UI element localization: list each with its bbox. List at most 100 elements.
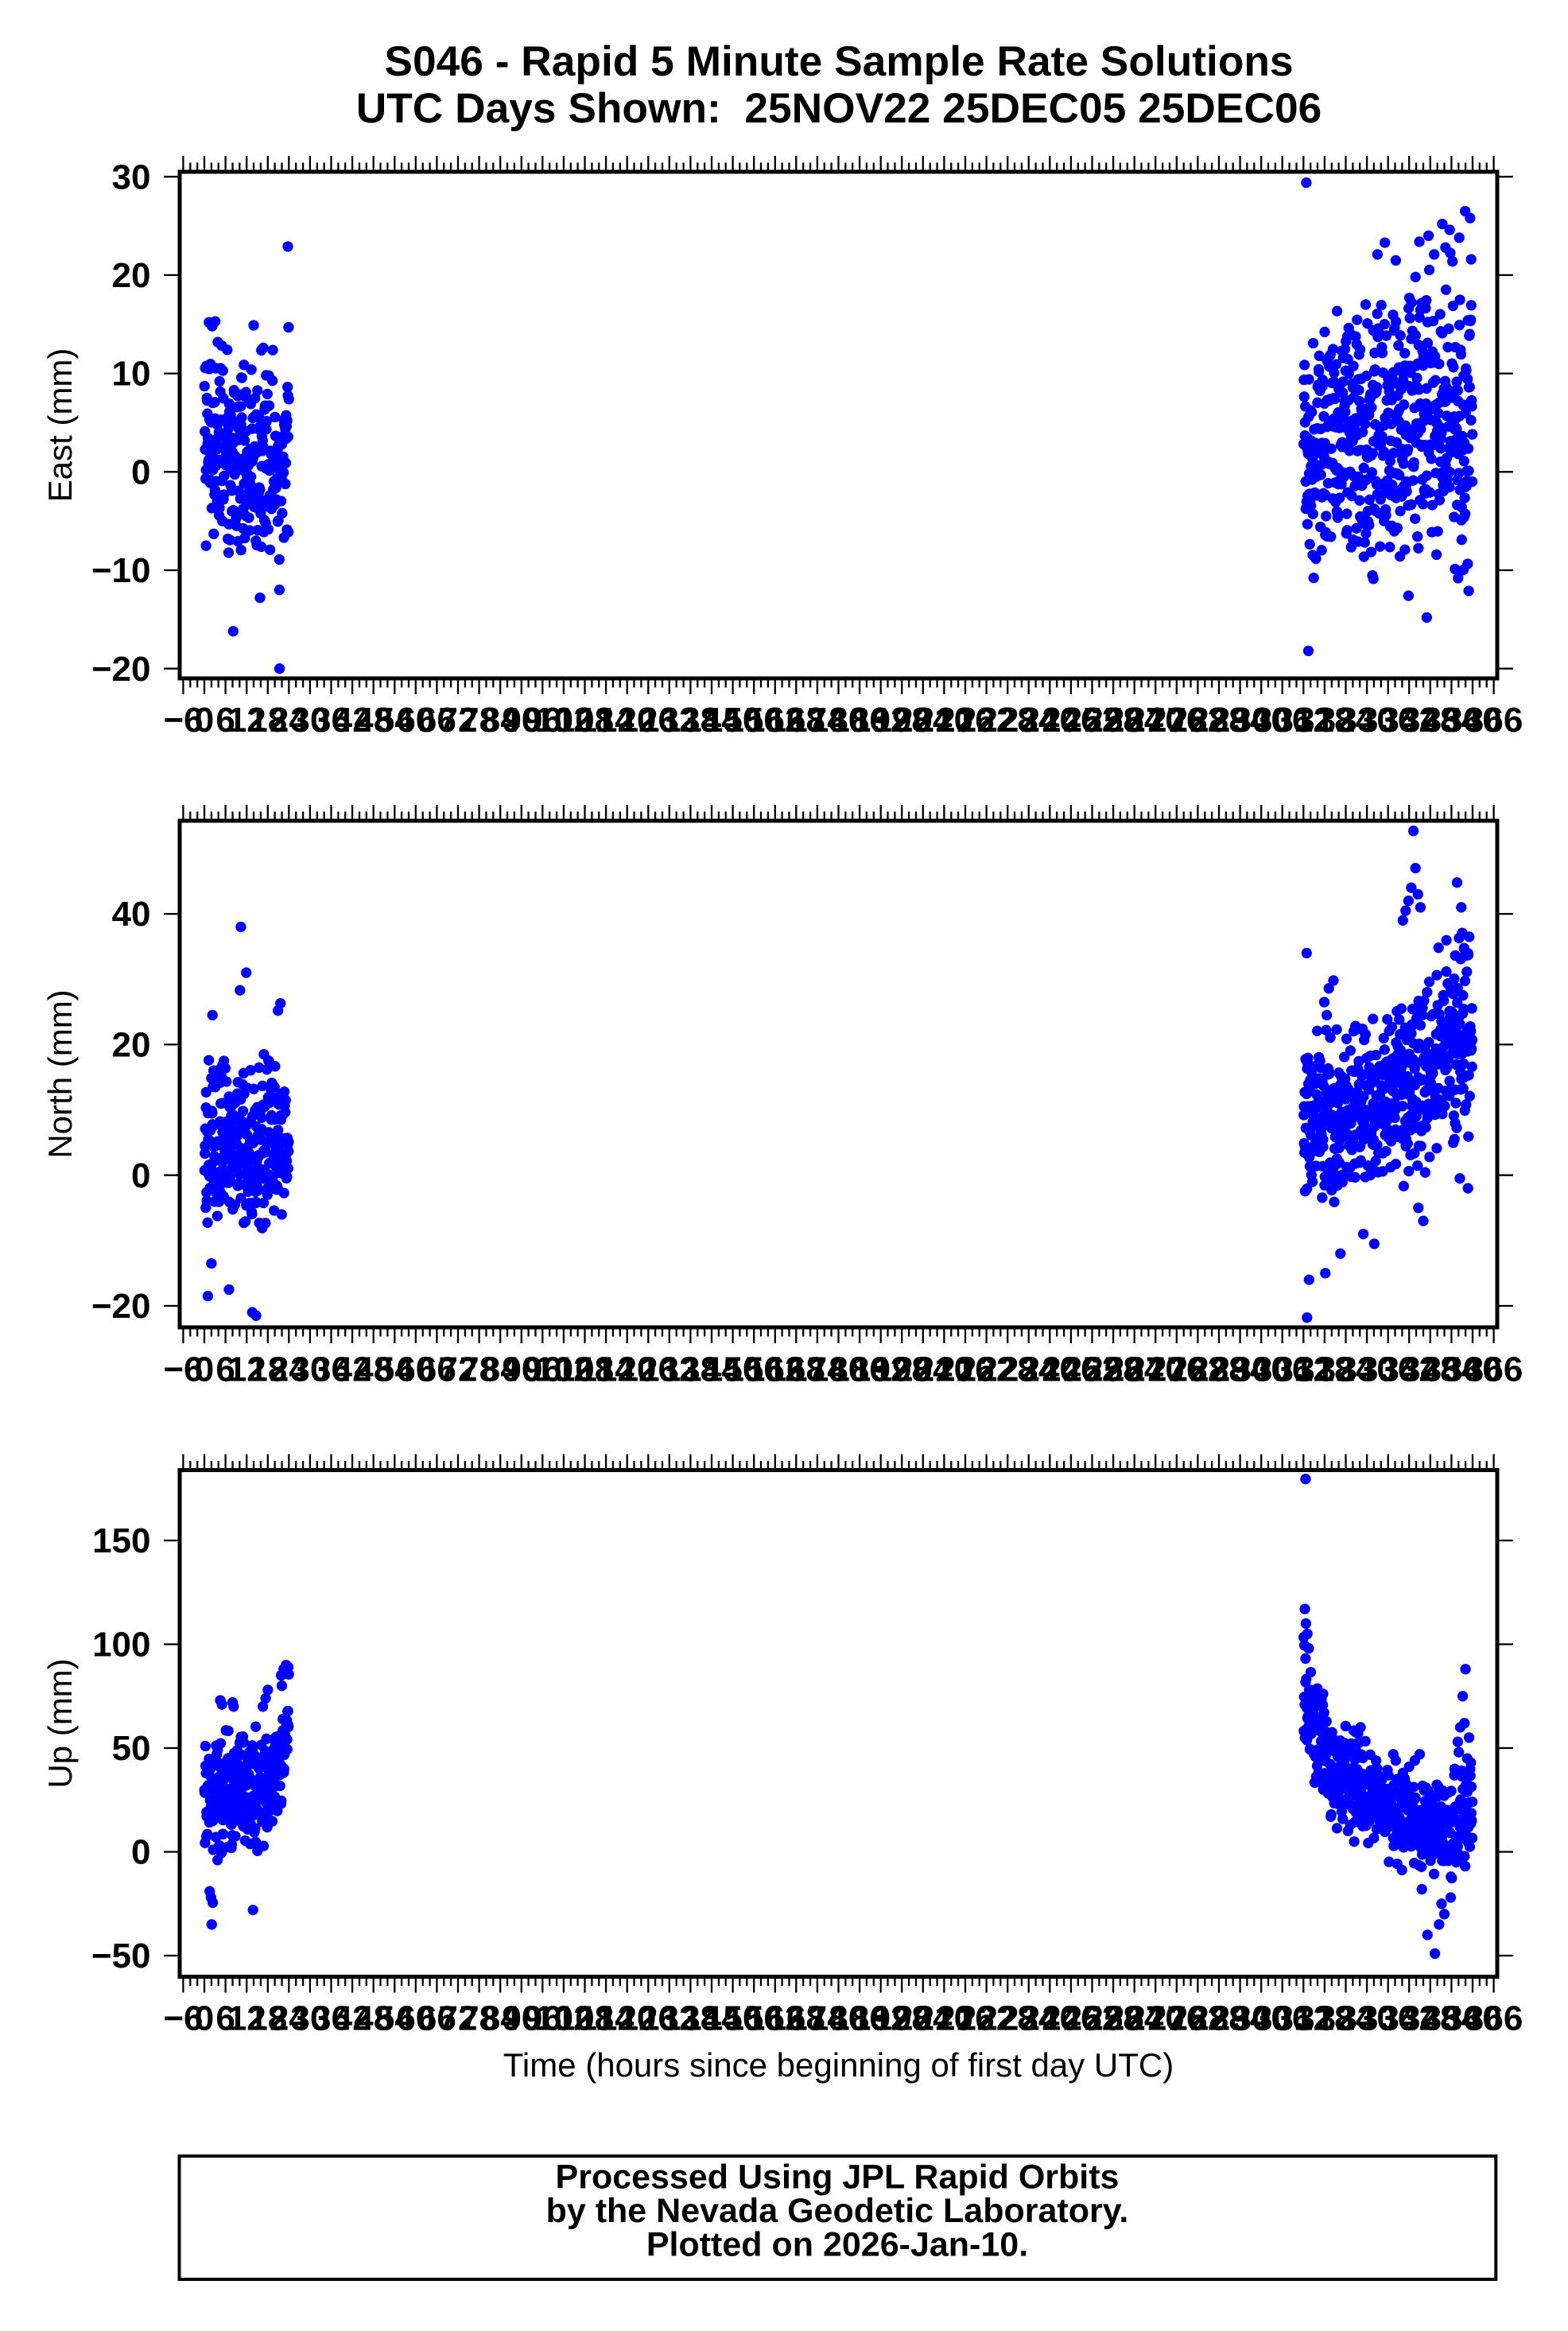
svg-text:108: 108 — [556, 1999, 614, 2038]
svg-text:138: 138 — [662, 1999, 720, 2038]
svg-text:270: 270 — [1126, 701, 1184, 740]
svg-text:24: 24 — [270, 1350, 309, 1389]
svg-text:102: 102 — [534, 701, 592, 740]
svg-text:204: 204 — [894, 1999, 953, 2038]
svg-text:144: 144 — [682, 1350, 741, 1389]
svg-text:324: 324 — [1317, 1350, 1376, 1389]
svg-text:222: 222 — [957, 1350, 1015, 1389]
svg-text:288: 288 — [1190, 1999, 1248, 2038]
svg-text:54: 54 — [375, 701, 414, 740]
svg-text:54: 54 — [375, 1350, 414, 1389]
svg-text:144: 144 — [682, 1999, 741, 2038]
svg-text:354: 354 — [1422, 701, 1481, 740]
svg-text:234: 234 — [999, 1350, 1058, 1389]
svg-text:150: 150 — [92, 1521, 150, 1560]
svg-text:306: 306 — [1253, 1999, 1311, 2038]
svg-text:162: 162 — [746, 1350, 804, 1389]
svg-text:42: 42 — [333, 1350, 372, 1389]
svg-text:312: 312 — [1275, 1350, 1333, 1389]
svg-text:204: 204 — [894, 1350, 953, 1389]
svg-text:240: 240 — [1021, 1350, 1079, 1389]
svg-text:18: 18 — [248, 1999, 287, 2038]
svg-text:216: 216 — [936, 701, 994, 740]
svg-text:294: 294 — [1211, 1350, 1270, 1389]
svg-text:312: 312 — [1275, 701, 1333, 740]
svg-text:36: 36 — [312, 1999, 351, 2038]
svg-text:264: 264 — [1105, 1999, 1164, 2038]
svg-text:342: 342 — [1380, 1350, 1438, 1389]
svg-text:276: 276 — [1147, 1999, 1205, 2038]
svg-text:336: 336 — [1359, 701, 1417, 740]
svg-text:36: 36 — [312, 701, 351, 740]
svg-text:198: 198 — [872, 1999, 930, 2038]
svg-text:0: 0 — [131, 1833, 150, 1872]
svg-text:174: 174 — [788, 701, 847, 740]
svg-text:150: 150 — [704, 1350, 762, 1389]
svg-text:150: 150 — [704, 701, 762, 740]
svg-text:210: 210 — [915, 1350, 973, 1389]
svg-text:60: 60 — [396, 1350, 435, 1389]
svg-text:264: 264 — [1105, 1350, 1164, 1389]
svg-text:312: 312 — [1275, 1999, 1333, 2038]
svg-text:366: 366 — [1465, 701, 1523, 740]
svg-text:6: 6 — [215, 1350, 235, 1389]
svg-text:0: 0 — [195, 1999, 214, 2038]
svg-text:−6: −6 — [163, 701, 203, 740]
svg-text:78: 78 — [460, 1350, 499, 1389]
svg-text:0: 0 — [195, 701, 214, 740]
svg-text:192: 192 — [852, 1999, 910, 2038]
svg-text:120: 120 — [598, 1350, 656, 1389]
svg-text:108: 108 — [556, 1350, 614, 1389]
svg-text:72: 72 — [439, 1350, 478, 1389]
svg-text:282: 282 — [1169, 1999, 1227, 2038]
svg-text:132: 132 — [640, 701, 698, 740]
svg-text:132: 132 — [640, 1350, 698, 1389]
svg-text:324: 324 — [1317, 701, 1376, 740]
svg-text:288: 288 — [1190, 1350, 1248, 1389]
svg-text:258: 258 — [1084, 1350, 1142, 1389]
svg-text:S046 - Rapid 5 Minute Sample R: S046 - Rapid 5 Minute Sample Rate Soluti… — [384, 38, 1293, 85]
svg-text:366: 366 — [1465, 1999, 1523, 2038]
svg-text:258: 258 — [1084, 701, 1142, 740]
svg-text:246: 246 — [1042, 701, 1100, 740]
svg-text:84: 84 — [481, 1350, 520, 1389]
svg-text:90: 90 — [502, 1999, 541, 2038]
svg-text:−6: −6 — [163, 1999, 203, 2038]
svg-text:156: 156 — [724, 701, 782, 740]
svg-text:108: 108 — [556, 701, 614, 740]
svg-text:198: 198 — [872, 1350, 930, 1389]
svg-text:6: 6 — [215, 1999, 235, 2038]
svg-text:354: 354 — [1422, 1999, 1481, 2038]
svg-text:Plotted on 2026-Jan-10.: Plotted on 2026-Jan-10. — [646, 2225, 1028, 2263]
svg-text:246: 246 — [1042, 1999, 1100, 2038]
svg-text:348: 348 — [1401, 1350, 1459, 1389]
svg-text:336: 336 — [1359, 1350, 1417, 1389]
svg-text:186: 186 — [830, 1999, 888, 2038]
svg-text:306: 306 — [1253, 1350, 1311, 1389]
svg-text:204: 204 — [894, 701, 953, 740]
svg-text:84: 84 — [481, 1999, 520, 2038]
svg-text:228: 228 — [978, 1350, 1036, 1389]
svg-text:60: 60 — [396, 701, 435, 740]
svg-text:318: 318 — [1295, 701, 1353, 740]
svg-text:30: 30 — [290, 1999, 329, 2038]
svg-text:30: 30 — [290, 1350, 329, 1389]
svg-text:228: 228 — [978, 701, 1036, 740]
svg-text:18: 18 — [248, 701, 287, 740]
svg-text:132: 132 — [640, 1999, 698, 2038]
svg-text:20: 20 — [112, 256, 151, 295]
svg-text:24: 24 — [270, 1999, 309, 2038]
svg-text:186: 186 — [830, 701, 888, 740]
svg-text:90: 90 — [502, 701, 541, 740]
svg-text:336: 336 — [1359, 1999, 1417, 2038]
svg-text:66: 66 — [417, 701, 456, 740]
svg-text:40: 40 — [112, 895, 151, 934]
svg-text:Up (mm): Up (mm) — [41, 1658, 79, 1788]
svg-text:90: 90 — [502, 1350, 541, 1389]
svg-text:240: 240 — [1021, 701, 1079, 740]
svg-text:288: 288 — [1190, 701, 1248, 740]
svg-text:282: 282 — [1169, 701, 1227, 740]
svg-text:252: 252 — [1063, 701, 1121, 740]
svg-text:252: 252 — [1063, 1999, 1121, 2038]
svg-text:234: 234 — [999, 701, 1058, 740]
